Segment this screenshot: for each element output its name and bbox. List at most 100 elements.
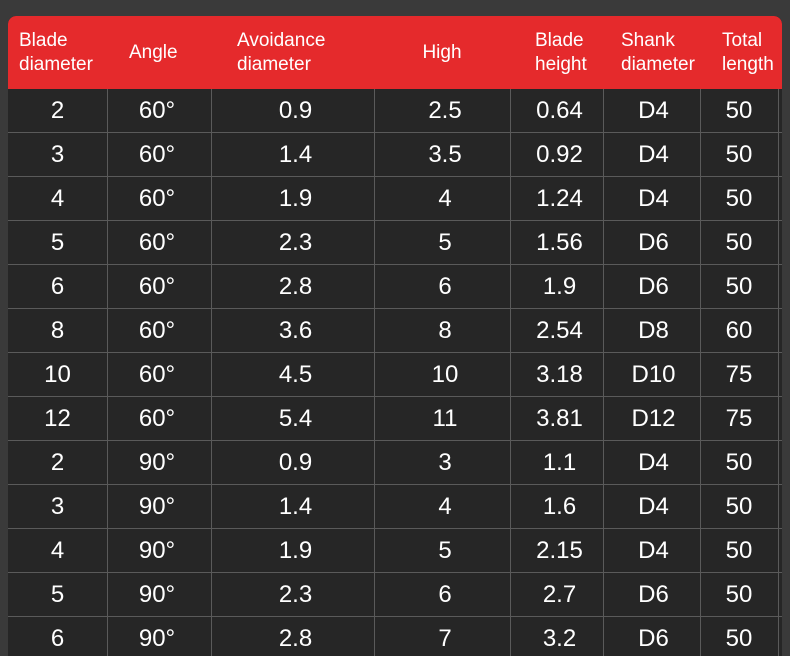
cell-total-length: 75 xyxy=(725,360,753,388)
header-blade-height: Blade height xyxy=(535,29,587,75)
cell-blade-diameter: 6 xyxy=(50,272,65,300)
cell-angle: 90° xyxy=(138,536,176,564)
cell-angle: 60° xyxy=(138,96,176,124)
cell-angle: 60° xyxy=(138,272,176,300)
cell-angle: 60° xyxy=(138,316,176,344)
cell-total-length: 50 xyxy=(725,536,753,564)
column-divider xyxy=(778,89,779,656)
table-row: 3 60° 1.4 3.5 0.92 D4 50 xyxy=(8,133,782,177)
cell-high: 2.5 xyxy=(428,96,462,124)
cell-blade-height: 0.64 xyxy=(536,96,583,124)
cell-total-length: 50 xyxy=(725,228,753,256)
cell-avoidance-diameter: 5.4 xyxy=(278,404,313,432)
cell-shank-diameter: D4 xyxy=(638,536,669,564)
cell-blade-height: 1.6 xyxy=(542,492,577,520)
cell-high: 4 xyxy=(438,492,452,520)
cell-avoidance-diameter: 2.8 xyxy=(278,272,313,300)
cell-high: 10 xyxy=(431,360,459,388)
cell-shank-diameter: D6 xyxy=(638,272,669,300)
column-divider xyxy=(700,89,701,656)
cell-blade-diameter: 2 xyxy=(50,448,65,476)
table-row: 2 90° 0.9 3 1.1 D4 50 xyxy=(8,441,782,485)
cell-blade-height: 1.24 xyxy=(536,184,583,212)
cell-avoidance-diameter: 2.3 xyxy=(278,228,313,256)
cell-total-length: 50 xyxy=(725,580,753,608)
header-angle: Angle xyxy=(129,41,178,63)
cell-total-length: 50 xyxy=(725,624,753,652)
cell-blade-diameter: 2 xyxy=(50,96,65,124)
cell-angle: 60° xyxy=(138,228,176,256)
cell-high: 11 xyxy=(432,404,458,432)
cell-blade-diameter: 5 xyxy=(50,228,65,256)
cell-blade-height: 1.1 xyxy=(542,448,577,476)
cell-high: 6 xyxy=(438,580,452,608)
cell-blade-diameter: 8 xyxy=(50,316,65,344)
cell-shank-diameter: D4 xyxy=(638,492,669,520)
cell-avoidance-diameter: 1.4 xyxy=(278,140,313,168)
table-row: 3 90° 1.4 4 1.6 D4 50 xyxy=(8,485,782,529)
cell-angle: 60° xyxy=(138,404,176,432)
table-row: 10 60° 4.5 10 3.18 D10 75 xyxy=(8,353,782,397)
cell-high: 5 xyxy=(438,228,452,256)
header-avoidance-diameter: Avoidance diameter xyxy=(237,29,326,75)
cell-blade-height: 3.18 xyxy=(536,360,583,388)
spec-table: Blade diameter Angle Avoidance diameter … xyxy=(8,16,782,656)
cell-high: 6 xyxy=(438,272,452,300)
table-row: 12 60° 5.4 11 3.81 D12 75 xyxy=(8,397,782,441)
cell-shank-diameter: D8 xyxy=(638,316,669,344)
cell-avoidance-diameter: 3.6 xyxy=(278,316,313,344)
column-divider xyxy=(211,89,212,656)
cell-shank-diameter: D6 xyxy=(638,580,669,608)
cell-avoidance-diameter: 4.5 xyxy=(278,360,313,388)
cell-angle: 60° xyxy=(138,140,176,168)
cell-blade-diameter: 10 xyxy=(44,360,71,388)
cell-blade-height: 1.56 xyxy=(536,228,583,256)
cell-shank-diameter: D6 xyxy=(638,228,669,256)
cell-angle: 90° xyxy=(138,448,176,476)
cell-blade-height: 2.7 xyxy=(542,580,577,608)
cell-blade-height: 3.2 xyxy=(542,624,577,652)
cell-blade-height: 2.54 xyxy=(536,316,583,344)
column-divider xyxy=(107,89,108,656)
cell-angle: 90° xyxy=(138,492,176,520)
cell-high: 5 xyxy=(438,536,452,564)
cell-blade-diameter: 6 xyxy=(50,624,65,652)
cell-shank-diameter: D12 xyxy=(631,404,676,432)
cell-shank-diameter: D10 xyxy=(631,360,676,388)
cell-high: 3 xyxy=(438,448,452,476)
cell-total-length: 50 xyxy=(725,492,753,520)
cell-total-length: 60 xyxy=(725,316,753,344)
table-row: 4 60° 1.9 4 1.24 D4 50 xyxy=(8,177,782,221)
header-total-length: Total length xyxy=(722,29,774,75)
table-row: 5 60° 2.3 5 1.56 D6 50 xyxy=(8,221,782,265)
cell-avoidance-diameter: 2.8 xyxy=(278,624,313,652)
cell-avoidance-diameter: 2.3 xyxy=(278,580,313,608)
cell-blade-diameter: 4 xyxy=(50,536,65,564)
cell-blade-diameter: 5 xyxy=(50,580,65,608)
cell-avoidance-diameter: 1.9 xyxy=(278,184,313,212)
column-divider xyxy=(603,89,604,656)
cell-shank-diameter: D4 xyxy=(638,96,669,124)
cell-total-length: 50 xyxy=(725,184,753,212)
cell-blade-diameter: 3 xyxy=(50,140,65,168)
cell-blade-height: 3.81 xyxy=(536,404,583,432)
cell-total-length: 50 xyxy=(725,96,753,124)
cell-blade-diameter: 3 xyxy=(50,492,65,520)
cell-shank-diameter: D4 xyxy=(638,448,669,476)
cell-high: 7 xyxy=(438,624,452,652)
cell-angle: 60° xyxy=(138,360,176,388)
cell-shank-diameter: D4 xyxy=(638,140,669,168)
cell-total-length: 50 xyxy=(725,448,753,476)
cell-total-length: 50 xyxy=(725,140,753,168)
table-body: 2 60° 0.9 2.5 0.64 D4 50 3 60° 1.4 3.5 0.92 D4 50 4 60°… xyxy=(8,89,782,656)
cell-angle: 90° xyxy=(138,580,176,608)
table-row: 8 60° 3.6 8 2.54 D8 60 xyxy=(8,309,782,353)
table-header: Blade diameter Angle Avoidance diameter … xyxy=(8,16,782,89)
header-shank-diameter: Shank diameter xyxy=(621,29,695,75)
cell-blade-height: 1.9 xyxy=(542,272,577,300)
cell-avoidance-diameter: 1.4 xyxy=(278,492,313,520)
cell-shank-diameter: D6 xyxy=(638,624,669,652)
cell-angle: 90° xyxy=(138,624,176,652)
cell-total-length: 50 xyxy=(725,272,753,300)
cell-high: 8 xyxy=(438,316,452,344)
